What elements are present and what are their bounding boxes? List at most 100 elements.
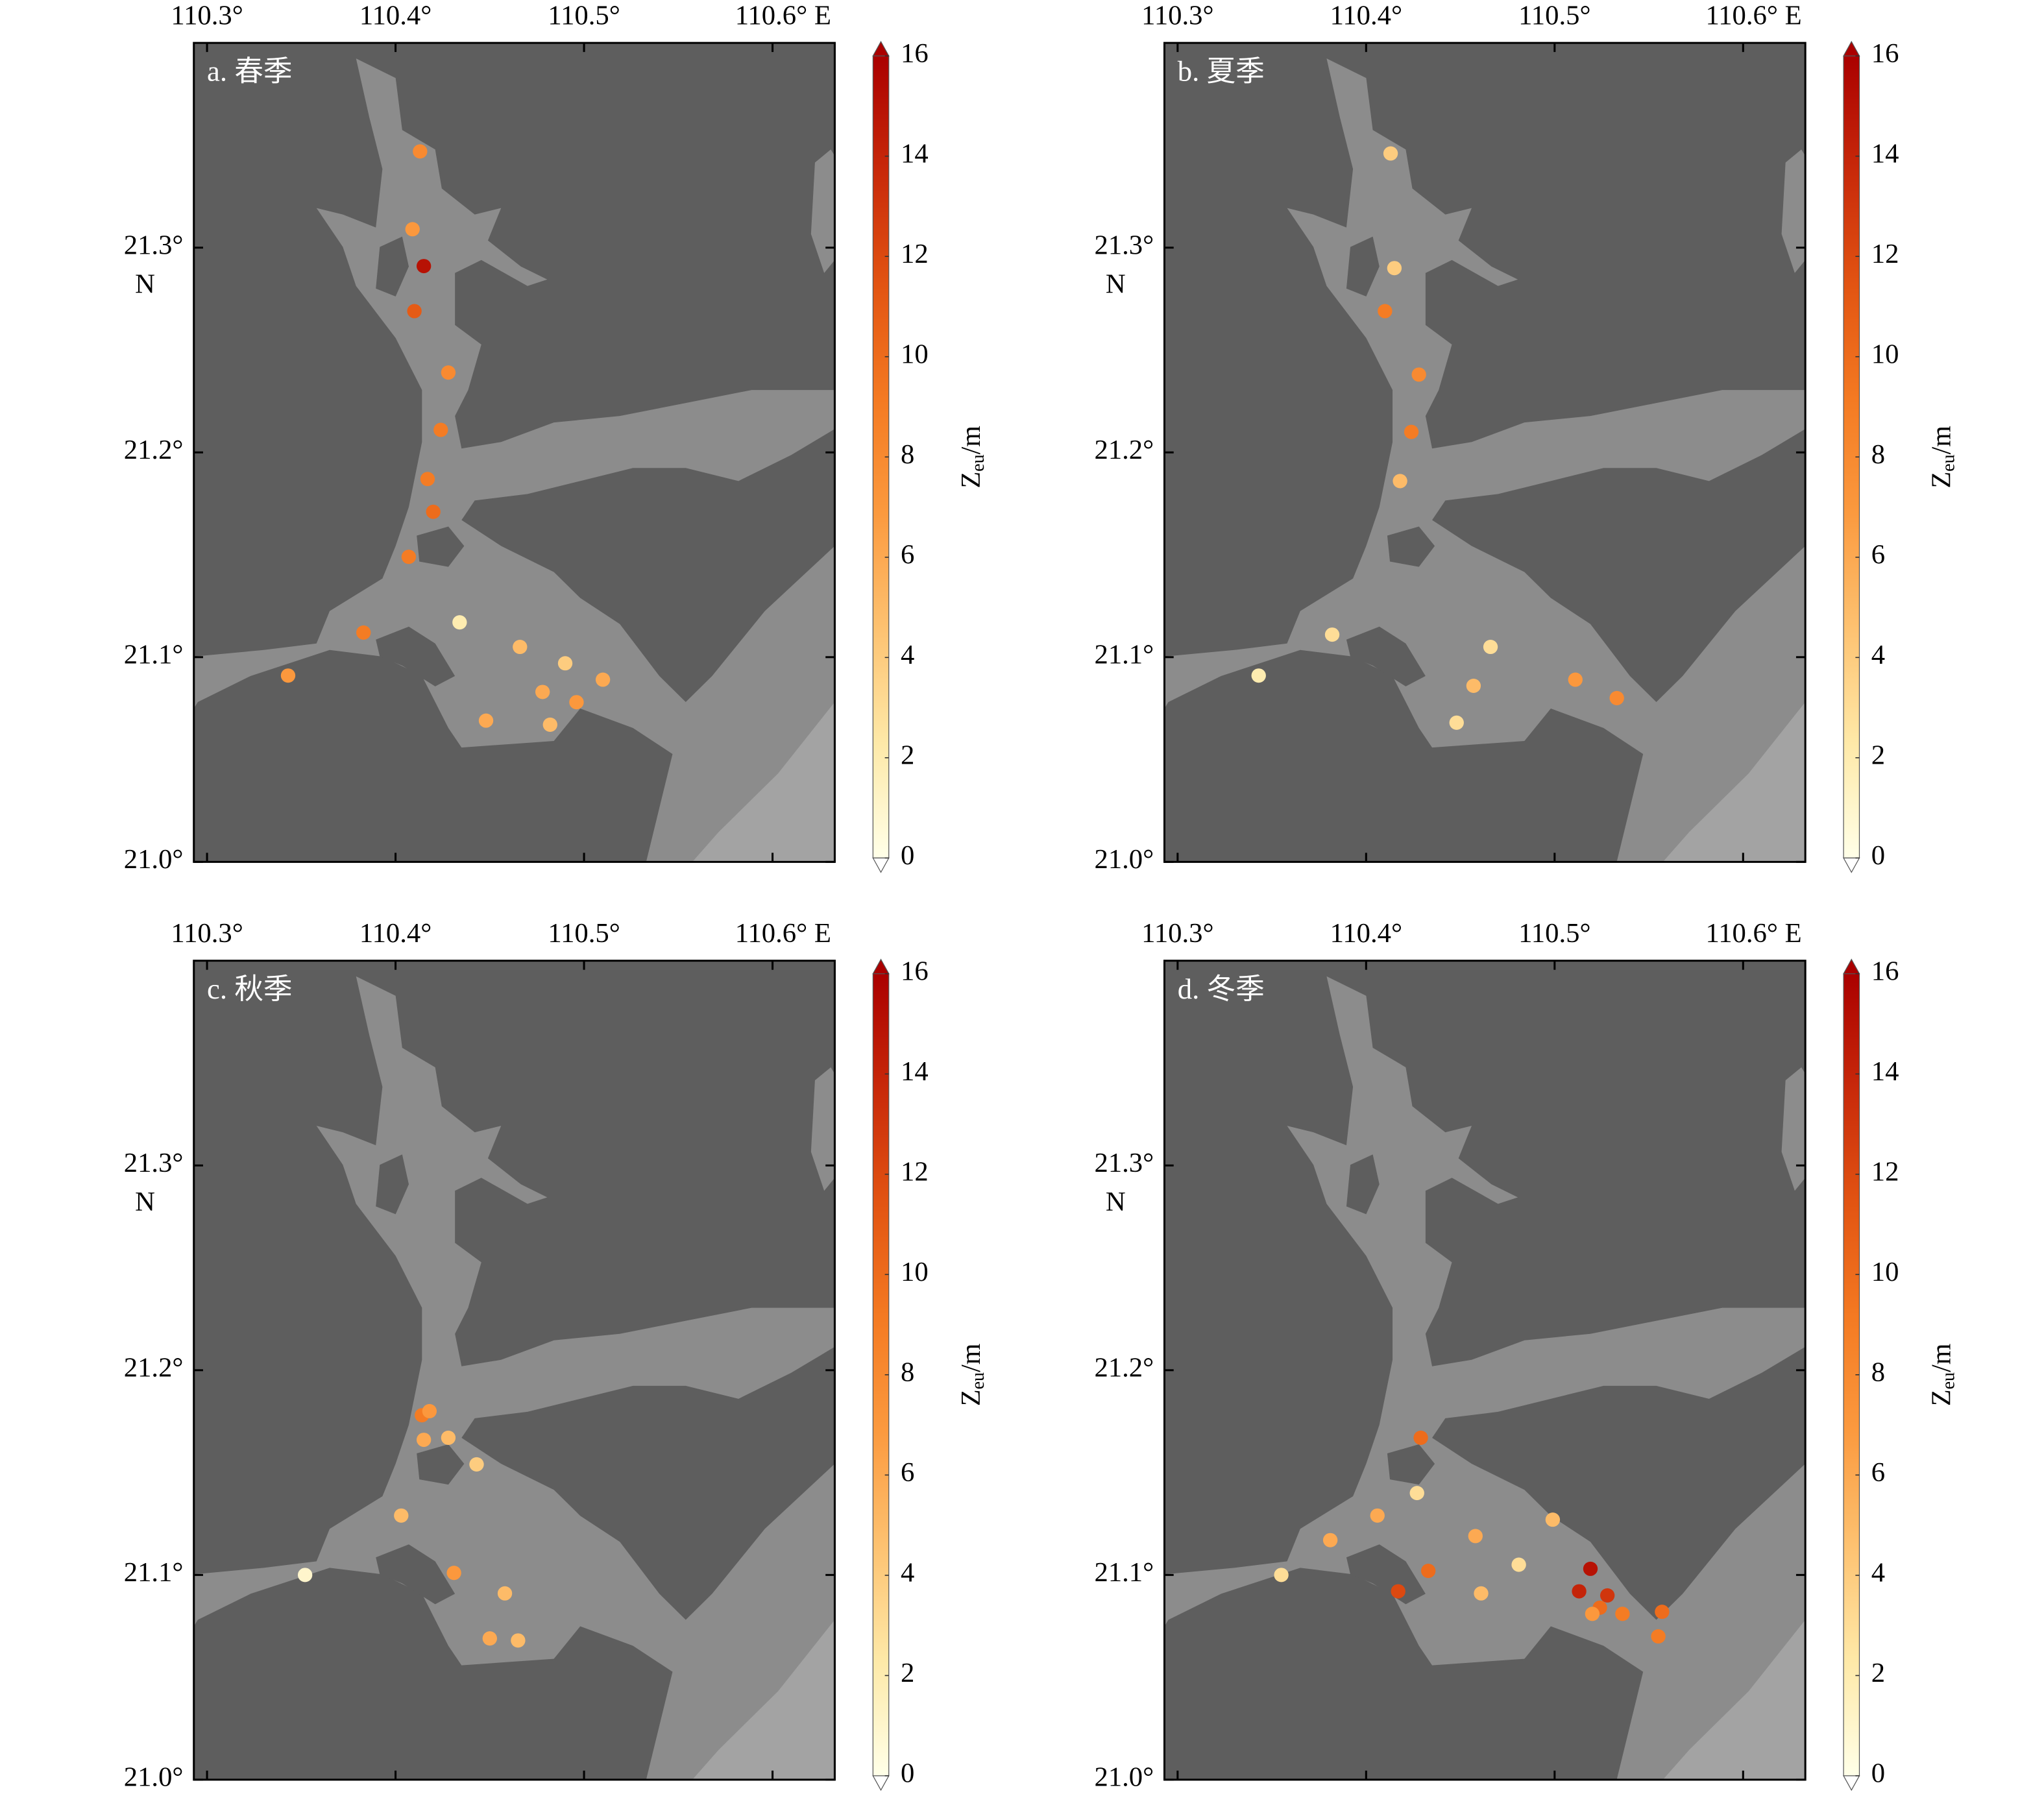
colorbar-label-part: Z [955, 472, 986, 489]
data-point [1651, 1629, 1666, 1644]
data-point [401, 550, 417, 564]
colorbar-tick-label: 4 [901, 1558, 914, 1588]
colorbar-tick-label: 10 [901, 1257, 929, 1287]
x-tick-label: 110.4° [359, 919, 432, 949]
colorbar-tick-label: 6 [901, 540, 914, 570]
data-point [1370, 1508, 1385, 1523]
data-point [1600, 1588, 1615, 1603]
colorbar-tick-label: 2 [901, 740, 914, 771]
panel-title: a. 春季 [207, 55, 293, 88]
y-tick-label: 21.3° [1095, 230, 1154, 261]
data-point [469, 1457, 484, 1472]
x-tick-label: 110.3° [1141, 919, 1213, 949]
colorbar-extend [872, 40, 890, 56]
colorbar-label-part: /m [1926, 426, 1956, 454]
data-point [420, 472, 435, 487]
colorbar-label: Zeu/m [1926, 426, 1959, 489]
colorbar-tick-label: 6 [1871, 1457, 1885, 1488]
x-tick-label: 110.4° [1330, 919, 1402, 949]
data-point [1615, 1607, 1630, 1621]
data-point [1545, 1512, 1561, 1527]
colorbar-tick-label: 8 [901, 439, 914, 470]
colorbar-tick-label: 16 [901, 38, 929, 69]
y-tick-label: 21.3° [1095, 1148, 1154, 1178]
panel: 110.3° 110.4° 110.5° 110.6° E 21.0° 21.1° 21.2… [124, 1, 989, 875]
colorbar-label-part: Z [1926, 1389, 1956, 1406]
panel: 110.3° 110.4° 110.5° 110.6° E 21.0° 21.1° 21.2… [1095, 919, 1960, 1793]
data-point [478, 713, 494, 728]
x-tick-label: 110.5° [548, 919, 620, 949]
colorbar-tick-label: 14 [901, 1056, 929, 1087]
data-point [356, 625, 371, 640]
data-point [452, 615, 467, 630]
colorbar-extend [1843, 1775, 1860, 1791]
colorbar-label: Zeu/m [1926, 1343, 1959, 1406]
data-point [416, 1433, 432, 1448]
colorbar-tick-label: 4 [901, 640, 914, 670]
colorbar-tick-label: 0 [901, 1758, 914, 1789]
data-point [426, 504, 441, 519]
colorbar-tick-label: 8 [1871, 439, 1885, 470]
data-point [405, 222, 420, 237]
data-point [297, 1568, 313, 1583]
data-point [1411, 367, 1426, 382]
colorbar-tick-label: 14 [1871, 139, 1899, 169]
y-tick-label: 21.1° [124, 640, 184, 670]
x-tick-label: 110.6° E [1705, 919, 1801, 949]
x-tick-label: 110.3° [171, 1, 243, 31]
y-tick-label: 21.0° [1095, 844, 1154, 875]
colorbar-label-part: /m [955, 1343, 986, 1372]
y-tick-label: 21.2° [1095, 435, 1154, 465]
colorbar-tick-label: 6 [901, 1457, 914, 1488]
colorbar-label-part: Z [955, 1389, 986, 1406]
colorbar-tick-label: 10 [901, 339, 929, 370]
data-point [1483, 640, 1498, 655]
data-point [1251, 668, 1266, 683]
y-tick-label: 21.0° [1095, 1762, 1154, 1793]
colorbar-extend [872, 857, 890, 873]
colorbar-label: Zeu/m [955, 1343, 988, 1406]
x-tick-label: 110.5° [548, 1, 620, 31]
colorbar-tick-label: 2 [901, 1658, 914, 1688]
data-point [1449, 715, 1464, 730]
colorbar-tick-label: 2 [1871, 740, 1885, 771]
data-point [1324, 627, 1340, 642]
data-point [441, 1430, 456, 1445]
colorbar-tick-label: 2 [1871, 1658, 1885, 1688]
map-base [194, 43, 835, 862]
data-point [1404, 424, 1419, 439]
data-point [1322, 1533, 1338, 1547]
data-point [497, 1586, 513, 1601]
data-point [1393, 474, 1407, 489]
data-point [1378, 304, 1393, 319]
data-point [441, 365, 456, 380]
data-point [511, 1633, 526, 1648]
colorbar-tick-label: 16 [1871, 38, 1899, 69]
y-axis-label: N [135, 269, 155, 300]
data-point [1387, 261, 1402, 276]
colorbar-label-part: /m [1926, 1343, 1956, 1372]
x-tick-label: 110.5° [1518, 1, 1590, 31]
data-point [482, 1631, 497, 1646]
colorbar-label-part: eu [968, 1372, 988, 1389]
data-point [1383, 146, 1398, 161]
x-tick-label: 110.6° E [735, 1, 831, 31]
data-point [1572, 1584, 1587, 1599]
data-point [1585, 1607, 1600, 1621]
data-point [1409, 1486, 1424, 1501]
data-point [1468, 1529, 1483, 1544]
data-point [280, 668, 296, 683]
data-point [416, 259, 432, 274]
colorbar-tick-label: 12 [1871, 239, 1899, 269]
data-point [542, 717, 557, 732]
map-base [1164, 961, 1805, 1780]
data-point [413, 144, 428, 159]
x-tick-label: 110.3° [171, 919, 243, 949]
colorbar-extend [1843, 958, 1860, 975]
map-base [194, 961, 835, 1780]
data-point [513, 640, 528, 655]
data-point [1568, 672, 1583, 687]
colorbar-label-part: eu [968, 454, 988, 471]
colorbar-tick-label: 16 [901, 956, 929, 987]
